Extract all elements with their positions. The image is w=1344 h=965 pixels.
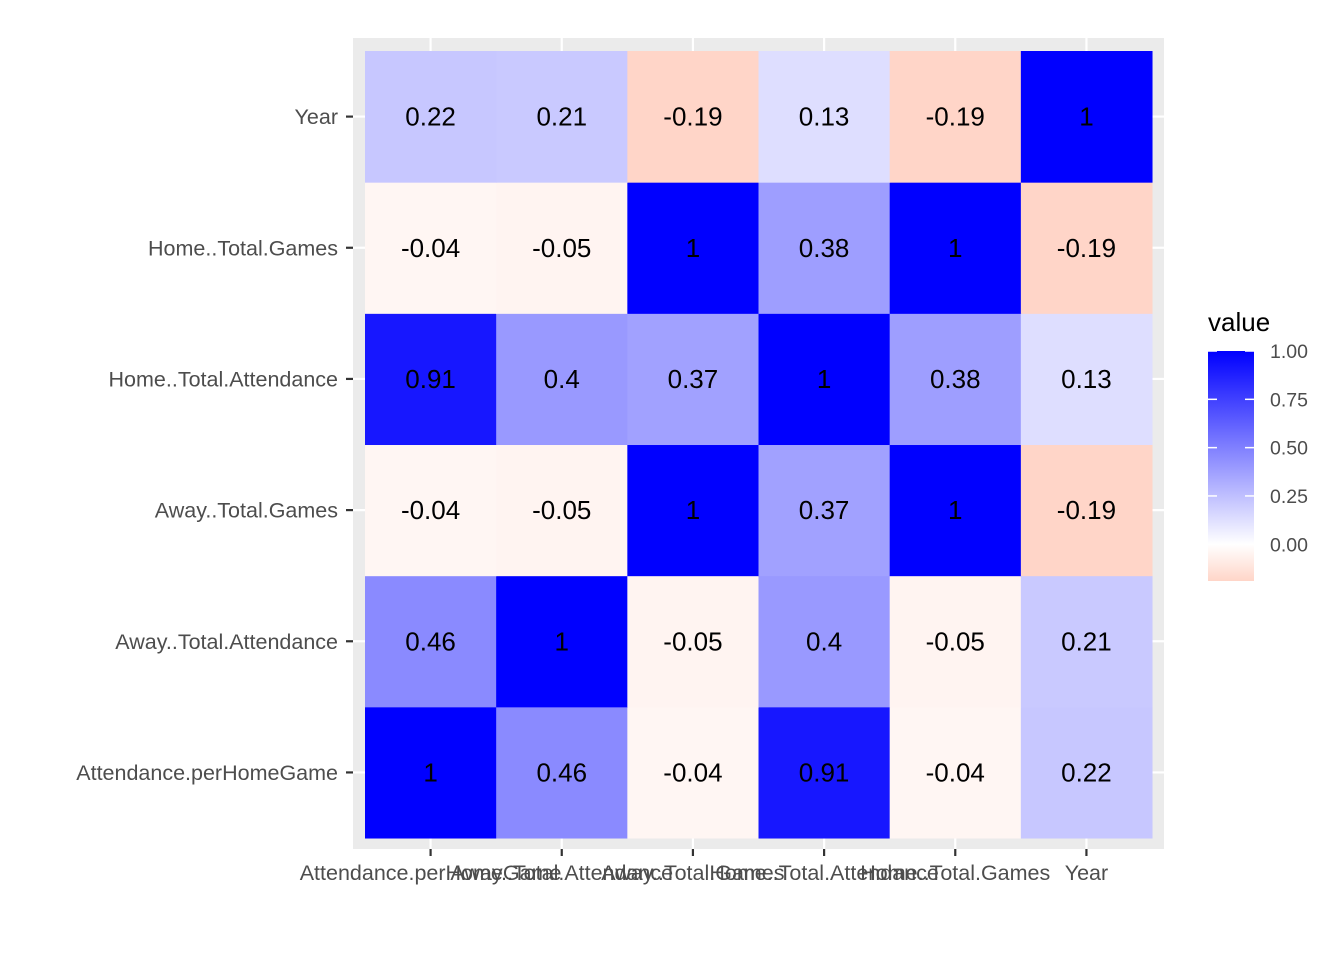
- heatmap-cell: [1020, 182, 1153, 314]
- heatmap-cell: [889, 575, 1022, 708]
- cell-value-label: 1: [555, 626, 569, 656]
- y-axis: Attendance.perHomeGame Away..Total.Attend…: [76, 105, 353, 785]
- y-tick-label: Attendance.perHomeGame: [76, 761, 338, 785]
- heatmap-cell: [889, 706, 1022, 839]
- cell-value-label: 0.37: [668, 364, 719, 394]
- heatmap-cell: [496, 444, 628, 577]
- cell-value-label: 0.13: [799, 102, 850, 132]
- cell-value-label: 0.46: [405, 626, 456, 656]
- heatmap-cell: [627, 313, 760, 446]
- cell-value-label: 1: [948, 233, 962, 263]
- heatmap-cell: [758, 706, 891, 839]
- heatmap-cell: [627, 575, 760, 708]
- heatmap-cell: [1020, 313, 1153, 446]
- heatmap-cell: [365, 706, 497, 839]
- legend: value 0.00 0.25 0.50 0.75 1.00: [1208, 307, 1308, 581]
- cell-value-label: -0.19: [926, 102, 985, 132]
- heatmap-cell: [365, 51, 497, 183]
- cell-value-label: 0.46: [536, 757, 587, 787]
- cell-value-label: 0.37: [799, 495, 850, 525]
- heatmap-cell: [1020, 51, 1153, 183]
- cell-value-label: 0.4: [544, 364, 580, 394]
- cell-value-label: 1: [1079, 102, 1093, 132]
- cell-value-label: -0.05: [532, 233, 591, 263]
- cell-value-label: 1: [817, 364, 831, 394]
- heatmap-cells: [365, 51, 1153, 839]
- cell-value-label: 0.38: [799, 233, 850, 263]
- cell-value-label: 0.22: [405, 102, 456, 132]
- heatmap-cell: [758, 51, 891, 183]
- cell-value-label: 0.4: [806, 626, 842, 656]
- legend-ticks: 0.00 0.25 0.50 0.75 1.00: [1208, 341, 1308, 556]
- heatmap-cell: [627, 51, 760, 183]
- heatmap-cell: [496, 706, 628, 839]
- heatmap-cell: [1020, 444, 1153, 577]
- cell-value-label: -0.04: [663, 757, 722, 787]
- x-tick-label: Home..Total.Attendance: [709, 861, 938, 885]
- heatmap-cell: [496, 313, 628, 446]
- cell-value-label: 0.38: [930, 364, 981, 394]
- heatmap-cell: [889, 182, 1022, 314]
- heatmap-cell: [365, 575, 497, 708]
- cell-value-label: 0.91: [799, 757, 850, 787]
- cell-value-label: 1: [948, 495, 962, 525]
- cell-value-label: -0.19: [1057, 495, 1116, 525]
- x-tick-label: Away..Total.Games: [601, 861, 784, 885]
- legend-colorbar: [1208, 351, 1254, 581]
- heatmap-cell: [758, 182, 891, 314]
- legend-tick-label: 0.50: [1270, 438, 1308, 460]
- heatmap-cell: [365, 182, 497, 314]
- x-tick-label: Year: [1065, 861, 1108, 885]
- cell-value-label: -0.04: [401, 495, 460, 525]
- legend-tick-label: 1.00: [1270, 341, 1308, 363]
- cell-value-label: -0.05: [532, 495, 591, 525]
- x-tick-label: Home..Total.Games: [860, 861, 1050, 885]
- heatmap-cell: [758, 444, 891, 577]
- y-tick-label: Home..Total.Games: [148, 236, 338, 260]
- heatmap-cell: [627, 444, 760, 577]
- cell-value-label: -0.04: [401, 233, 460, 263]
- cell-value-label: 0.91: [405, 364, 456, 394]
- heatmap-cell: [496, 182, 628, 314]
- heatmap-cell: [365, 444, 497, 577]
- cell-value-label: -0.19: [663, 102, 722, 132]
- heatmap-cell: [889, 444, 1022, 577]
- y-tick-label: Home..Total.Attendance: [109, 367, 338, 391]
- y-tick-label: Year: [295, 105, 338, 129]
- legend-tick-label: 0.75: [1270, 389, 1308, 411]
- y-tick-label: Away..Total.Attendance: [115, 630, 338, 654]
- heatmap-cell-labels: 1 0.46 -0.04 0.91 -0.04 0.22 0.46 1 -0.05 0.4 -0.0…: [401, 102, 1116, 788]
- cell-value-label: 0.21: [536, 102, 587, 132]
- heatmap-cell: [627, 706, 760, 839]
- cell-value-label: 1: [686, 233, 700, 263]
- heatmap-cell: [627, 182, 760, 314]
- legend-tick-label: 0.00: [1270, 534, 1308, 556]
- cell-value-label: -0.04: [926, 757, 985, 787]
- x-tick-label: Attendance.perHomeGame: [300, 861, 562, 885]
- y-tick-label: Away..Total.Games: [155, 499, 338, 523]
- cell-value-label: 1: [686, 495, 700, 525]
- x-tick-label: Away..Total.Attendance: [450, 861, 673, 885]
- legend-title: value: [1208, 307, 1270, 337]
- heatmap-cell: [1020, 575, 1153, 708]
- heatmap-cell: [365, 313, 497, 446]
- cell-value-label: 0.21: [1061, 626, 1112, 656]
- heatmap-cell: [496, 575, 628, 708]
- heatmap-cell: [496, 51, 628, 183]
- heatmap-cell: [889, 51, 1022, 183]
- cell-value-label: -0.05: [663, 626, 722, 656]
- legend-tick-label: 0.25: [1270, 486, 1308, 508]
- heatmap-cell: [1020, 706, 1153, 839]
- cell-value-label: 0.13: [1061, 364, 1112, 394]
- heatmap-cell: [758, 313, 891, 446]
- x-axis: Attendance.perHomeGameAway..Total.Attend…: [300, 849, 1108, 885]
- cell-value-label: 1: [423, 757, 437, 787]
- cell-value-label: -0.19: [1057, 233, 1116, 263]
- heatmap-cell: [889, 313, 1022, 446]
- heatmap-cell: [758, 575, 891, 708]
- cell-value-label: 0.22: [1061, 757, 1112, 787]
- cell-value-label: -0.05: [926, 626, 985, 656]
